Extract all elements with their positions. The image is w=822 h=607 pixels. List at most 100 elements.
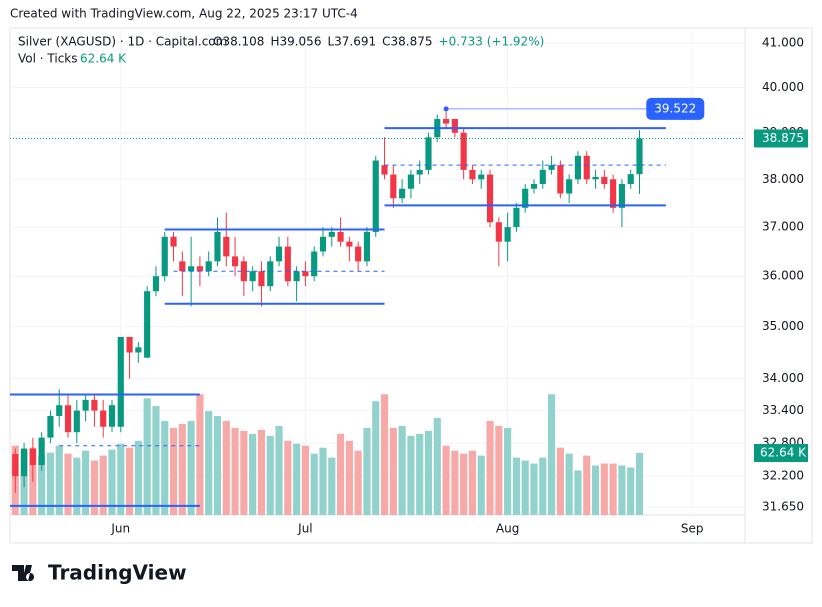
candle-body xyxy=(20,448,28,477)
volume-bar xyxy=(451,450,459,515)
ohlc-value: C38.875 xyxy=(382,35,432,49)
volume-bar xyxy=(354,450,362,515)
volume-bar xyxy=(178,423,186,515)
volume-bar xyxy=(600,463,608,515)
candle-body xyxy=(372,160,379,232)
volume-bar xyxy=(530,463,538,515)
volume-bar xyxy=(73,457,81,515)
volume-bar xyxy=(556,447,564,515)
candle-body xyxy=(205,261,212,272)
ohlc-value: +0.733 (+1.92%) xyxy=(439,35,545,49)
volume-bar xyxy=(407,435,415,515)
candle-body xyxy=(249,271,256,282)
y-tick-label: 32.200 xyxy=(762,469,804,483)
volume-bar xyxy=(143,398,151,515)
candle-body xyxy=(170,236,177,247)
volume-bar xyxy=(460,453,468,515)
volume-bar xyxy=(301,445,309,515)
y-tick-label: 35.000 xyxy=(762,319,804,333)
candle-body xyxy=(557,165,564,194)
candle-body xyxy=(258,271,265,287)
volume-title: Vol · Ticks xyxy=(18,52,78,66)
candle-body xyxy=(231,256,239,267)
ohlc-value: L37.691 xyxy=(327,35,376,49)
volume-bar xyxy=(591,465,600,515)
volume-bar xyxy=(64,453,72,515)
candle-body xyxy=(302,271,309,277)
candle-body xyxy=(610,179,617,208)
volume-bar xyxy=(565,453,573,515)
volume-bar xyxy=(495,425,503,515)
volume-bar xyxy=(548,394,556,515)
candle-body xyxy=(38,437,45,466)
candle-body xyxy=(12,454,19,477)
volume-bar xyxy=(416,433,424,515)
volume-bar xyxy=(117,443,125,515)
alert-label: 39.522 xyxy=(654,101,696,115)
volume-bar xyxy=(424,430,433,515)
y-tick-label: 33.400 xyxy=(762,403,804,417)
candle-body xyxy=(363,231,371,262)
candle-body xyxy=(627,174,634,185)
logo-text: TradingView xyxy=(48,561,187,585)
candle-body xyxy=(522,188,529,208)
logo: TradingView xyxy=(12,561,187,585)
volume-bar xyxy=(380,394,389,515)
volume-bar xyxy=(336,433,345,515)
volume-bar xyxy=(345,440,353,515)
candle-body xyxy=(504,227,511,242)
volume-bar xyxy=(134,440,142,515)
volume-bar xyxy=(539,457,547,515)
candle-body xyxy=(495,222,502,242)
volume-bar xyxy=(389,427,397,515)
candle-body xyxy=(319,236,327,252)
created-note: Created with TradingView.com, Aug 22, 20… xyxy=(10,7,358,21)
candle-body xyxy=(407,174,414,189)
volume-bar xyxy=(574,470,582,515)
candle-body xyxy=(486,174,494,223)
last-volume-label: 62.64 K xyxy=(760,445,807,459)
candle-body xyxy=(636,138,643,175)
candle-body xyxy=(539,169,546,185)
candle-body xyxy=(108,405,116,427)
candle-body xyxy=(161,236,168,277)
candle-body xyxy=(530,184,538,189)
candle-body xyxy=(73,410,80,433)
volume-bar xyxy=(169,427,178,515)
volume-bar xyxy=(512,457,520,515)
y-tick-label: 37.000 xyxy=(762,220,804,234)
ohlc-value: O38.108 xyxy=(213,35,264,49)
candle-body xyxy=(56,405,63,416)
candle-body xyxy=(601,176,608,185)
volume-bar xyxy=(257,429,266,515)
x-tick-label: Aug xyxy=(496,522,519,536)
candle-body xyxy=(91,399,98,411)
volume-bar xyxy=(240,430,248,515)
volume-bar xyxy=(125,447,134,515)
candle-body xyxy=(451,118,458,133)
alert-dot xyxy=(443,106,449,112)
volume-value: 62.64 K xyxy=(80,52,127,66)
candle-body xyxy=(592,176,599,180)
candle-body xyxy=(64,405,72,433)
volume-bar xyxy=(205,411,213,515)
volume-bar xyxy=(161,420,169,515)
volume-bar xyxy=(609,463,617,515)
candle-body xyxy=(583,155,590,180)
candle-body xyxy=(284,246,291,282)
volume-bar xyxy=(275,425,283,515)
volume-bar xyxy=(328,457,336,515)
last-price-box xyxy=(754,129,808,148)
y-tick-label: 41.000 xyxy=(762,36,804,50)
volume-bar xyxy=(293,443,301,515)
volume-bar xyxy=(627,467,635,515)
volume-bar xyxy=(363,427,371,515)
candle-body xyxy=(152,276,160,292)
volume-bar xyxy=(266,435,274,515)
volume-bar xyxy=(521,460,529,515)
volume-bar xyxy=(319,447,327,515)
y-tick-label: 31.650 xyxy=(762,500,804,514)
volume-bar xyxy=(310,453,318,515)
volume-bar xyxy=(635,452,644,515)
